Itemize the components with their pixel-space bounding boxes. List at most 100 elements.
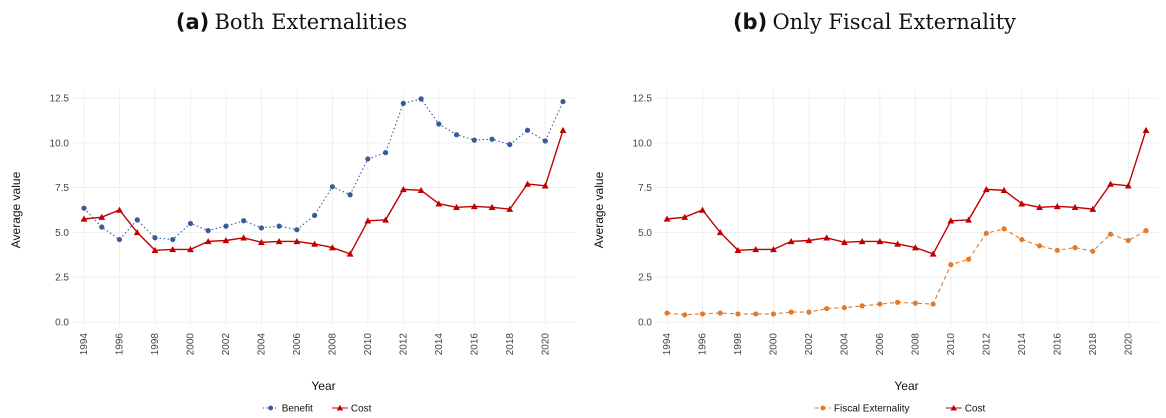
data-point bbox=[1107, 180, 1114, 187]
x-tick-label: 2010 bbox=[946, 333, 957, 356]
data-point bbox=[929, 250, 937, 257]
data-point bbox=[752, 246, 760, 253]
panel-b-name: Only Fiscal Externality bbox=[772, 10, 1017, 34]
data-point bbox=[453, 203, 460, 211]
legend-label: Cost bbox=[351, 404, 372, 415]
data-point bbox=[489, 136, 495, 142]
data-point bbox=[470, 203, 478, 210]
y-tick-label: 10.0 bbox=[50, 138, 70, 149]
data-point bbox=[1053, 203, 1061, 210]
data-point bbox=[169, 246, 177, 253]
data-point bbox=[982, 185, 990, 193]
data-point bbox=[524, 127, 531, 133]
data-point bbox=[716, 229, 724, 236]
data-point bbox=[965, 216, 972, 223]
y-tick-label: 2.5 bbox=[55, 273, 69, 284]
data-point bbox=[876, 237, 884, 245]
data-point bbox=[1019, 236, 1025, 243]
data-point bbox=[453, 132, 460, 138]
data-point bbox=[1018, 200, 1026, 207]
x-tick-label: 2000 bbox=[185, 333, 196, 356]
data-point bbox=[258, 225, 265, 231]
x-tick-label: 2008 bbox=[910, 333, 921, 356]
data-point bbox=[81, 205, 87, 211]
data-point bbox=[559, 126, 567, 133]
data-point bbox=[187, 246, 194, 253]
data-point bbox=[1089, 205, 1097, 212]
data-point bbox=[805, 237, 813, 244]
data-point bbox=[294, 227, 300, 233]
y-tick-label: 2.5 bbox=[638, 273, 652, 284]
data-point bbox=[542, 138, 548, 144]
x-tick-label: 2016 bbox=[1052, 333, 1063, 356]
data-point bbox=[506, 205, 514, 212]
data-point bbox=[770, 246, 777, 253]
data-point bbox=[1036, 203, 1043, 211]
y-tick-label: 12.5 bbox=[50, 94, 70, 105]
panel-b: (b) Only Fiscal Externality 0.0 2.5 5.0 7.5… bbox=[583, 0, 1166, 418]
x-tick-label: 2002 bbox=[804, 333, 815, 356]
x-tick-label: 1994 bbox=[79, 333, 90, 356]
data-point bbox=[1124, 182, 1132, 189]
x-tick-label: 2006 bbox=[292, 333, 303, 356]
x-tick-label: 1996 bbox=[697, 333, 708, 356]
data-point bbox=[664, 310, 670, 316]
legend: Fiscal Externality Cost bbox=[814, 404, 985, 415]
y-tick-label: 5.0 bbox=[638, 228, 652, 239]
x-tick-label: 2012 bbox=[398, 333, 409, 356]
data-point bbox=[133, 229, 141, 236]
x-tick-label: 2002 bbox=[221, 333, 232, 356]
panel-b-title: (b) Only Fiscal Externality bbox=[583, 10, 1166, 35]
data-point bbox=[364, 217, 372, 224]
data-point bbox=[983, 230, 989, 236]
y-tick-label: 7.5 bbox=[55, 183, 69, 194]
legend-key-marker bbox=[268, 405, 274, 411]
panel-a: (a) Both Externalities 0.0 2.5 5.0 7.5 10.0 1… bbox=[9, 10, 575, 415]
y-tick-label: 0.0 bbox=[638, 318, 652, 329]
x-tick-label: 2016 bbox=[469, 333, 480, 356]
data-point bbox=[328, 244, 336, 251]
data-point bbox=[205, 228, 211, 234]
y-axis-title: Average value bbox=[592, 171, 606, 248]
x-tick-label: 2018 bbox=[1088, 333, 1099, 356]
data-point bbox=[170, 236, 176, 243]
legend-label: Benefit bbox=[282, 404, 313, 415]
data-point bbox=[682, 312, 688, 318]
data-point bbox=[735, 311, 741, 317]
data-point bbox=[699, 206, 706, 213]
data-point bbox=[347, 192, 353, 198]
data-point bbox=[435, 200, 443, 207]
x-tick-label: 2020 bbox=[540, 333, 551, 356]
x-tick-label: 2018 bbox=[505, 333, 516, 356]
y-tick-label: 7.5 bbox=[638, 183, 652, 194]
data-point bbox=[187, 220, 194, 227]
data-point bbox=[311, 240, 319, 247]
data-point bbox=[99, 224, 105, 230]
data-point bbox=[116, 206, 123, 213]
data-point bbox=[841, 305, 848, 311]
data-point bbox=[841, 238, 848, 245]
x-tick-label: 2004 bbox=[839, 333, 850, 356]
x-tick-label: 2008 bbox=[327, 333, 338, 356]
data-point bbox=[787, 237, 795, 245]
series-line bbox=[83, 98, 564, 241]
data-point bbox=[293, 237, 301, 245]
data-point bbox=[770, 311, 777, 317]
data-point bbox=[436, 121, 442, 127]
panel-a-letter: (a) bbox=[175, 10, 210, 34]
panel-a-name: Both Externalities bbox=[214, 10, 408, 34]
data-point bbox=[223, 223, 229, 229]
data-point bbox=[1071, 203, 1079, 211]
series-line bbox=[666, 130, 1147, 255]
x-tick-label: 1994 bbox=[662, 333, 673, 356]
data-point bbox=[80, 215, 88, 222]
data-point bbox=[912, 300, 918, 306]
y-tick-label: 12.5 bbox=[633, 94, 653, 105]
data-point bbox=[560, 98, 566, 105]
data-point bbox=[241, 218, 247, 224]
panel-b-letter: (b) bbox=[732, 10, 768, 34]
data-point bbox=[116, 236, 123, 243]
data-point bbox=[1001, 226, 1007, 232]
chart-b: 0.0 2.5 5.0 7.5 10.0 12.5 1994 1996 1998 2000 2002… bbox=[592, 90, 1158, 415]
data-point bbox=[382, 216, 389, 223]
